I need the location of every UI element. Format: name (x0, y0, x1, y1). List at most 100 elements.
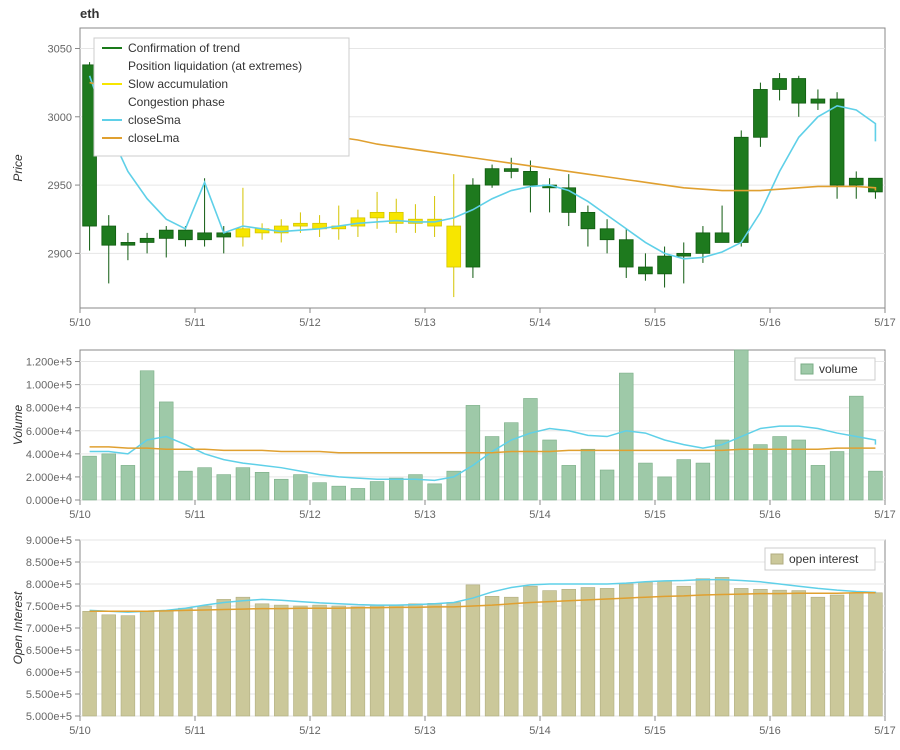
oi-bar (639, 582, 653, 716)
candle (447, 226, 461, 267)
price-ytick: 3050 (48, 43, 72, 55)
volume-bar (715, 440, 729, 500)
candle (600, 229, 614, 240)
volume-bar (734, 350, 748, 500)
candle (102, 226, 116, 245)
oi-bar (351, 607, 365, 716)
oi-bar (715, 577, 729, 716)
volume-ylabel: Volume (11, 405, 25, 446)
oi-ytick: 6.000e+5 (26, 667, 72, 679)
oi-bar (370, 606, 384, 716)
volume-bar (543, 440, 557, 500)
volume-bar (83, 456, 97, 500)
oi-bar (294, 606, 308, 716)
oi-ytick: 5.500e+5 (26, 689, 72, 701)
price-xtick: 5/11 (185, 317, 206, 329)
volume-ytick: 1.200e+5 (26, 357, 72, 369)
candle (236, 229, 250, 237)
candle (198, 233, 212, 240)
chart-svg: eth29002950300030505/105/115/125/135/145… (0, 0, 900, 750)
oi-bar (159, 610, 173, 716)
volume-ytick: 6.000e+4 (26, 426, 72, 438)
volume-bar (370, 482, 384, 500)
oi-bar (255, 604, 269, 716)
price-xtick: 5/14 (529, 317, 550, 329)
volume-xtick: 5/10 (69, 509, 90, 521)
volume-bar (600, 470, 614, 500)
candle (504, 169, 518, 172)
volume-bar (581, 449, 595, 500)
price-xtick: 5/15 (644, 317, 665, 329)
candle (294, 223, 308, 226)
volume-bar (485, 437, 499, 500)
volume-bar (332, 486, 346, 500)
volume-bar (409, 475, 423, 500)
oi-panel: 5.000e+55.500e+56.000e+56.500e+57.000e+5… (11, 535, 896, 737)
oi-bar (581, 588, 595, 716)
candle (619, 240, 633, 267)
oi-bar (274, 605, 288, 716)
volume-bar (255, 472, 269, 500)
oi-xtick: 5/10 (69, 725, 90, 737)
oi-bar (619, 584, 633, 716)
candle (658, 256, 672, 274)
candle (179, 230, 193, 240)
volume-bar (524, 398, 538, 500)
candle (524, 171, 538, 185)
price-xtick: 5/13 (414, 317, 435, 329)
oi-xtick: 5/14 (529, 725, 550, 737)
candle (849, 178, 863, 185)
oi-bar (543, 591, 557, 716)
candle (754, 89, 768, 137)
volume-bar (619, 373, 633, 500)
volume-ytick: 0.000e+0 (26, 495, 72, 507)
oi-ylabel: Open Interest (11, 591, 25, 664)
volume-xtick: 5/12 (299, 509, 320, 521)
price-legend: Confirmation of trendPosition liquidatio… (94, 38, 349, 156)
oi-bar (811, 597, 825, 716)
volume-bar (869, 471, 883, 500)
volume-legend-label: volume (819, 362, 858, 376)
oi-xtick: 5/12 (299, 725, 320, 737)
oi-xtick: 5/11 (185, 725, 206, 737)
volume-bar (121, 465, 135, 500)
candle (696, 233, 710, 253)
volume-bar (754, 445, 768, 500)
candle (562, 188, 576, 213)
volume-ytick: 4.000e+4 (26, 449, 72, 461)
volume-bar (811, 465, 825, 500)
volume-bar (274, 479, 288, 500)
volume-bar (773, 437, 787, 500)
candle (715, 233, 729, 243)
volume-bar (179, 471, 193, 500)
oi-bar (83, 611, 97, 716)
oi-bar (409, 604, 423, 716)
volume-bar (198, 468, 212, 500)
oi-bar (447, 602, 461, 716)
oi-bar (562, 589, 576, 716)
oi-bar (754, 589, 768, 716)
oi-ytick: 6.500e+5 (26, 645, 72, 657)
volume-bar (504, 423, 518, 500)
oi-bar (217, 599, 231, 716)
oi-bar (466, 585, 480, 716)
oi-bar (524, 586, 538, 716)
legend-item-label: Congestion phase (128, 95, 225, 109)
oi-bar (389, 605, 403, 716)
oi-bar (830, 595, 844, 716)
oi-ytick: 8.500e+5 (26, 557, 72, 569)
candle (830, 99, 844, 185)
price-ytick: 3000 (48, 112, 72, 124)
volume-legend: volume (795, 358, 875, 380)
price-xtick: 5/17 (874, 317, 895, 329)
candle (121, 242, 135, 245)
price-ylabel: Price (11, 154, 25, 182)
oi-bar (504, 597, 518, 716)
price-xtick: 5/16 (759, 317, 780, 329)
volume-bar (447, 471, 461, 500)
oi-ytick: 7.000e+5 (26, 623, 72, 635)
oi-ytick: 7.500e+5 (26, 601, 72, 613)
price-ytick: 2950 (48, 180, 72, 192)
price-xtick: 5/12 (299, 317, 320, 329)
candle (485, 169, 499, 185)
